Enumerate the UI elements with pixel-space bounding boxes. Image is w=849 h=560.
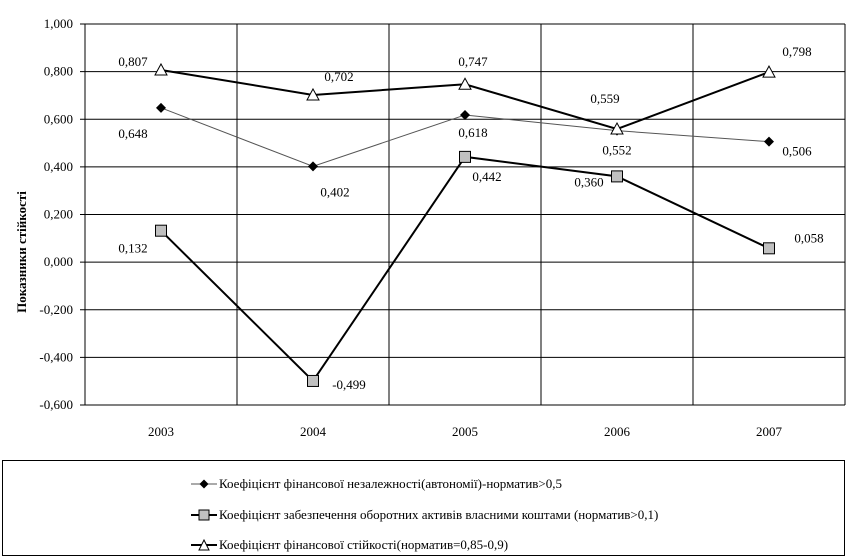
square-marker	[307, 374, 319, 387]
data-label: -0,499	[332, 377, 366, 392]
data-label: 0,360	[574, 174, 603, 189]
y-tick-label: 0,400	[44, 159, 73, 174]
square-marker	[611, 170, 623, 183]
y-axis-title: Показники стійкості	[14, 191, 29, 313]
legend-item-stability: Коефіцієнт фінансової стійкості(норматив…	[191, 534, 508, 556]
series-lines	[154, 62, 776, 387]
legend-label-working-capital: Коефіцієнт забезпечення оборотних активі…	[219, 507, 659, 522]
data-label: 0,807	[118, 54, 148, 69]
legend: Коефіцієнт фінансової незалежності(автон…	[2, 460, 845, 556]
data-label: 0,559	[590, 91, 619, 106]
square-marker	[763, 242, 775, 255]
data-label: 0,747	[458, 54, 488, 69]
triangle-marker	[762, 65, 776, 78]
square-marker	[459, 150, 471, 163]
data-label: 0,132	[118, 241, 147, 256]
legend-diamond-marker-icon	[191, 479, 217, 489]
data-label: 0,702	[324, 69, 353, 84]
x-tick-labels: 2003 2004 2005 2006 2007	[148, 424, 783, 439]
x-tick-label: 2005	[452, 424, 478, 439]
legend-label-autonomy: Коефіцієнт фінансової незалежності(автон…	[219, 476, 563, 491]
triangle-marker	[610, 121, 624, 135]
diamond-marker	[156, 102, 166, 113]
legend-square-marker-icon	[191, 509, 217, 521]
triangle-marker	[154, 62, 168, 76]
y-tick-labels: 1,000 0,800 0,600 0,400 0,200 0,000 -0,200 -0,4…	[39, 16, 73, 412]
y-tick-label: -0,200	[39, 302, 73, 317]
x-tick-label: 2006	[604, 424, 631, 439]
data-label: 0,506	[782, 144, 812, 159]
data-label: 0,552	[602, 143, 631, 158]
diamond-marker	[460, 109, 470, 120]
x-tick-label: 2007	[756, 424, 783, 439]
y-tick-label: 0,800	[44, 64, 73, 79]
grid	[80, 23, 846, 406]
data-label: 0,442	[472, 169, 501, 184]
data-label: 0,058	[794, 230, 823, 245]
x-tick-label: 2004	[300, 424, 327, 439]
legend-label-stability: Коефіцієнт фінансової стійкості(норматив…	[219, 537, 509, 552]
y-tick-label: 0,200	[44, 207, 73, 222]
data-labels: 0,648 0,402 0,618 0,552 0,506 0,132 -0,499 0,44…	[118, 44, 823, 392]
data-label: 0,402	[320, 184, 349, 199]
data-label: 0,798	[782, 44, 811, 59]
line-chart: 1,000 0,800 0,600 0,400 0,200 0,000 -0,200 -0,4…	[39, 16, 846, 439]
legend-triangle-marker-icon	[191, 539, 217, 551]
y-tick-label: 0,000	[44, 254, 73, 269]
y-tick-label: -0,600	[39, 397, 73, 412]
diamond-marker	[764, 136, 774, 147]
triangle-marker	[306, 87, 320, 101]
y-tick-label: -0,400	[39, 349, 73, 364]
y-tick-label: 1,000	[44, 16, 73, 31]
square-marker	[155, 224, 167, 237]
legend-item-autonomy: Коефіцієнт фінансової незалежності(автон…	[191, 473, 562, 495]
diamond-marker	[308, 161, 318, 172]
x-tick-label: 2003	[148, 424, 174, 439]
data-label: 0,618	[458, 125, 487, 140]
legend-item-working-capital: Коефіцієнт забезпечення оборотних активі…	[191, 504, 658, 526]
y-tick-label: 0,600	[44, 111, 73, 126]
data-label: 0,648	[118, 126, 147, 141]
triangle-marker	[458, 77, 472, 90]
series-line-square	[160, 155, 770, 383]
